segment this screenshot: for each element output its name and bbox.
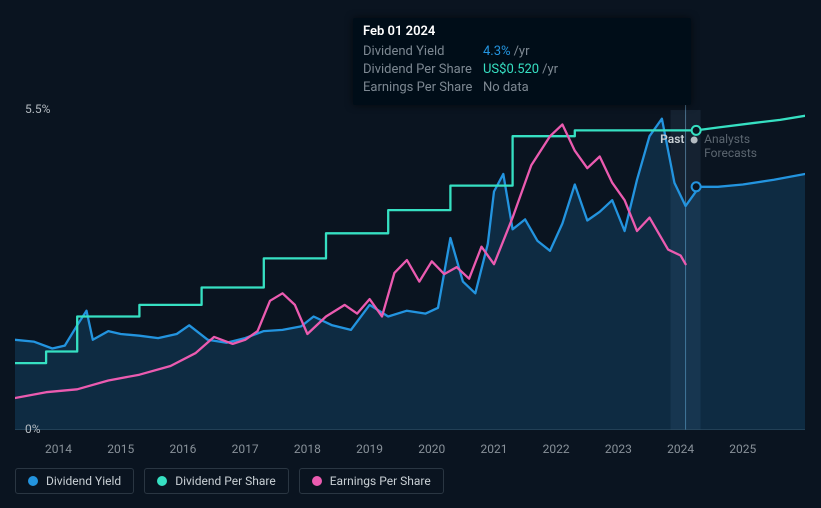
tooltip-date: Feb 01 2024 bbox=[363, 24, 681, 39]
x-tick-label: 2015 bbox=[107, 442, 134, 456]
x-tick-label: 2022 bbox=[543, 442, 570, 456]
tooltip-row-label: Earnings Per Share bbox=[363, 79, 483, 97]
tooltip-row-value: US$0.520 bbox=[483, 61, 539, 79]
past-label: Past bbox=[660, 132, 684, 146]
tooltip-row-label: Dividend Yield bbox=[363, 43, 483, 61]
legend-item-dividend-per-share[interactable]: Dividend Per Share bbox=[144, 468, 289, 494]
tooltip-row: Dividend Yield4.3%/yr bbox=[363, 43, 681, 61]
x-tick-label: 2023 bbox=[605, 442, 632, 456]
legend-dot-icon bbox=[28, 476, 38, 486]
tooltip-row: Dividend Per ShareUS$0.520/yr bbox=[363, 61, 681, 79]
tooltip-row-unit: /yr bbox=[514, 43, 530, 61]
x-tick-label: 2020 bbox=[418, 442, 445, 456]
x-tick-label: 2024 bbox=[667, 442, 694, 456]
x-axis-labels: 2014 2015 2016 2017 2018 2019 2020 2021 2022 2023… bbox=[15, 442, 805, 458]
y-tick-label: 0% bbox=[25, 422, 41, 436]
legend-item-dividend-yield[interactable]: Dividend Yield bbox=[15, 468, 134, 494]
y-tick-label: 5.5% bbox=[25, 102, 50, 116]
legend-dot-icon bbox=[312, 476, 322, 486]
analysts-forecasts-label: Analysts Forecasts bbox=[704, 132, 805, 160]
chart-tooltip: Feb 01 2024 Dividend Yield4.3%/yrDividen… bbox=[353, 18, 691, 105]
tooltip-row: Earnings Per ShareNo data bbox=[363, 79, 681, 97]
chart-legend: Dividend Yield Dividend Per Share Earnings… bbox=[15, 468, 444, 494]
legend-dot-icon bbox=[157, 476, 167, 486]
x-tick-label: 2016 bbox=[169, 442, 196, 456]
tooltip-row-unit: /yr bbox=[542, 61, 558, 79]
x-tick-label: 2021 bbox=[480, 442, 507, 456]
x-tick-label: 2014 bbox=[45, 442, 72, 456]
tooltip-row-value: No data bbox=[483, 79, 529, 97]
legend-item-label: Earnings Per Share bbox=[330, 474, 431, 488]
legend-item-earnings-per-share[interactable]: Earnings Per Share bbox=[299, 468, 444, 494]
x-tick-label: 2019 bbox=[356, 442, 383, 456]
legend-item-label: Dividend Per Share bbox=[175, 474, 276, 488]
x-tick-label: 2018 bbox=[294, 442, 321, 456]
tooltip-row-value: 4.3% bbox=[483, 43, 511, 61]
legend-item-label: Dividend Yield bbox=[46, 474, 121, 488]
x-tick-label: 2025 bbox=[729, 442, 756, 456]
x-tick-label: 2017 bbox=[232, 442, 259, 456]
tooltip-row-label: Dividend Per Share bbox=[363, 61, 483, 79]
